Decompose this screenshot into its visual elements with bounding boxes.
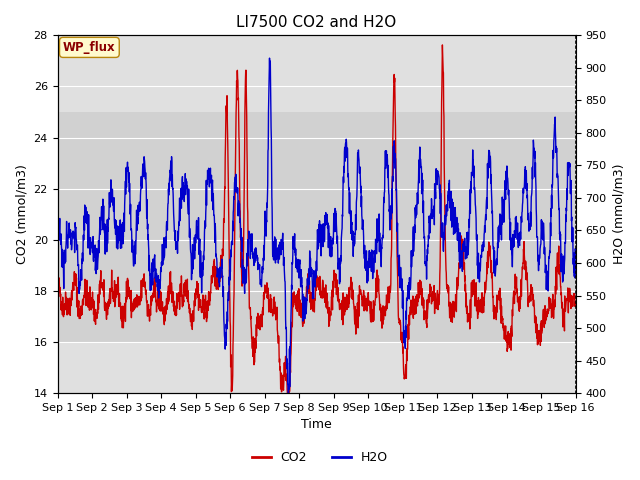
Y-axis label: CO2 (mmol/m3): CO2 (mmol/m3) [15, 164, 28, 264]
Title: LI7500 CO2 and H2O: LI7500 CO2 and H2O [236, 15, 397, 30]
Text: WP_flux: WP_flux [63, 41, 116, 54]
X-axis label: Time: Time [301, 419, 332, 432]
Legend: CO2, H2O: CO2, H2O [247, 446, 393, 469]
Y-axis label: H2O (mmol/m3): H2O (mmol/m3) [612, 164, 625, 264]
Bar [58, 112, 575, 342]
